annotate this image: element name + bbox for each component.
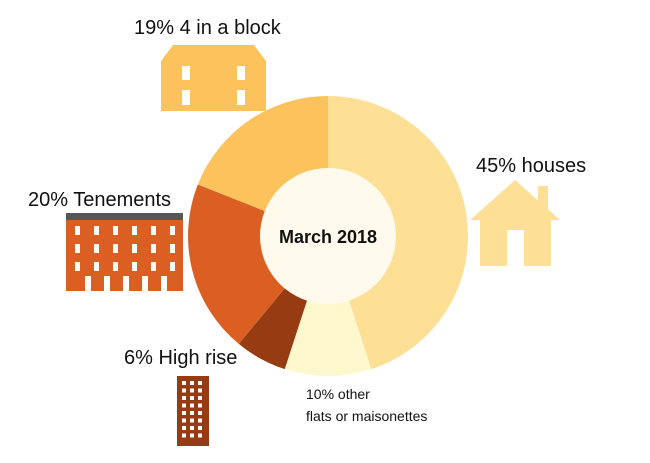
high-rise-window [198, 426, 202, 430]
label-highrise: 6% High rise [124, 347, 237, 369]
tenement-window [151, 262, 156, 271]
high-rise-window [198, 396, 202, 400]
tenement-window [170, 244, 175, 253]
tenement-door [85, 276, 91, 291]
tenement-window [75, 226, 80, 235]
high-rise-window [182, 418, 186, 423]
tenement-door [161, 276, 167, 291]
high-rise-window [190, 396, 194, 400]
tenement-window [132, 244, 137, 253]
high-rise-window [198, 388, 202, 393]
high-rise-window [190, 418, 194, 423]
tenement-window [113, 244, 118, 253]
label-other-line2: flats or maisonettes [306, 408, 427, 424]
high-rise-window [182, 381, 186, 385]
high-rise-window [198, 418, 202, 423]
donut-center [260, 168, 396, 304]
tenement-window [75, 262, 80, 271]
tenement-door [123, 276, 129, 291]
high-rise-window [182, 411, 186, 415]
tenement-window [170, 262, 175, 271]
tenement-door [142, 276, 148, 291]
tenement-icon [66, 213, 183, 291]
high-rise-window [198, 411, 202, 415]
high-rise-window [190, 381, 194, 385]
label-houses: 45% houses [476, 155, 586, 177]
high-rise-window [182, 403, 186, 408]
tenement-window [132, 262, 137, 271]
slice-houses [328, 96, 469, 370]
high-rise-window [198, 403, 202, 408]
tenement-window [75, 244, 80, 253]
label-tenements: 20% Tenements [28, 189, 171, 211]
high-rise-window [182, 396, 186, 400]
label-block: 19% 4 in a block [134, 17, 282, 39]
four-in-a-block-icon [161, 45, 266, 111]
tenement-window [113, 262, 118, 271]
tenement-door [104, 276, 110, 291]
tenement-window [151, 244, 156, 253]
tenement-window [132, 226, 137, 235]
tenement-window [151, 226, 156, 235]
tenement-window [170, 226, 175, 235]
high-rise-window [190, 411, 194, 415]
high-rise-window [190, 403, 194, 408]
high-rise-window [182, 426, 186, 430]
high-rise-window [190, 433, 194, 438]
tenement-window [94, 262, 99, 271]
tenement-window [94, 226, 99, 235]
high-rise-window [198, 433, 202, 438]
house-icon [470, 180, 560, 266]
slice-other [284, 236, 372, 377]
tenement-window [94, 244, 99, 253]
label-other-line1: 10% other [306, 386, 370, 402]
high-rise-window [190, 426, 194, 430]
high-rise-window [182, 388, 186, 393]
high-rise-window [190, 388, 194, 393]
high-rise-window [198, 381, 202, 385]
high-rise-icon [177, 376, 209, 446]
high-rise-window [182, 433, 186, 438]
tenement-window [113, 226, 118, 235]
center-label: March 2018 [279, 227, 377, 247]
